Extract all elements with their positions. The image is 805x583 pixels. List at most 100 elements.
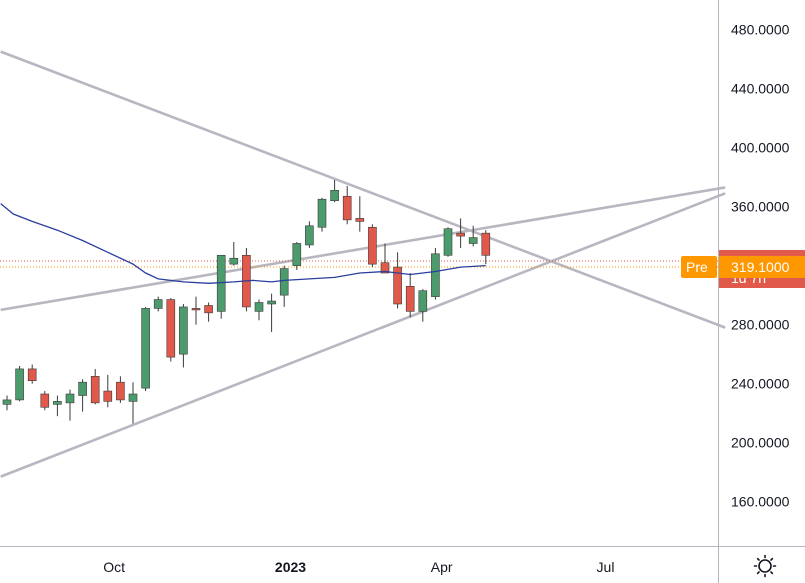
candle-body xyxy=(128,393,138,402)
candle[interactable] xyxy=(481,230,491,265)
x-tick-label: Oct xyxy=(103,559,125,575)
y-axis[interactable]: 480.0000440.0000400.0000360.0000320.0000… xyxy=(731,22,790,510)
candle-body xyxy=(40,393,50,408)
candle-body xyxy=(78,381,87,396)
candle[interactable] xyxy=(267,293,276,333)
candle-body xyxy=(204,305,213,314)
candle-body xyxy=(27,368,37,382)
candle[interactable] xyxy=(2,395,12,411)
candle-body xyxy=(141,308,150,389)
candle-body xyxy=(468,237,478,244)
candle[interactable] xyxy=(456,218,465,248)
candle-body xyxy=(254,302,264,312)
premarket-badge: Pre 319.1000 xyxy=(681,255,805,278)
candle[interactable] xyxy=(405,273,415,318)
premarket-price-label: 319.1000 xyxy=(731,259,790,275)
candle[interactable] xyxy=(418,289,428,322)
premarket-badge-bg xyxy=(719,255,805,278)
trendline-3[interactable] xyxy=(0,192,726,478)
candle-body xyxy=(380,262,390,274)
candle[interactable] xyxy=(179,303,188,368)
candle-body xyxy=(279,268,289,296)
y-tick-label: 480.0000 xyxy=(731,22,790,38)
candle-body xyxy=(443,228,453,256)
candle[interactable] xyxy=(78,379,87,412)
candle-body xyxy=(191,308,201,311)
candle[interactable] xyxy=(393,252,402,309)
candle[interactable] xyxy=(15,365,24,402)
candle[interactable] xyxy=(103,374,113,408)
candle[interactable] xyxy=(242,247,251,312)
candle[interactable] xyxy=(305,221,314,248)
trendline-2[interactable] xyxy=(0,186,726,312)
y-tick-label: 240.0000 xyxy=(731,376,790,392)
y-tick-label: 400.0000 xyxy=(731,140,790,156)
candle[interactable] xyxy=(330,180,339,203)
candle-body xyxy=(292,243,302,266)
candle[interactable] xyxy=(216,254,226,319)
candle-body xyxy=(267,300,276,305)
candle[interactable] xyxy=(116,376,125,403)
y-tick-label: 200.0000 xyxy=(731,435,790,451)
candle[interactable] xyxy=(368,224,377,268)
candle-body xyxy=(456,232,465,237)
candle[interactable] xyxy=(27,364,37,384)
trendline-1[interactable] xyxy=(0,50,726,329)
y-tick-label: 160.0000 xyxy=(731,494,790,510)
candle-body xyxy=(355,218,365,222)
candle[interactable] xyxy=(279,265,289,307)
candle-body xyxy=(405,285,415,312)
candles[interactable] xyxy=(2,180,491,424)
y-tick-label: 280.0000 xyxy=(731,317,790,333)
candle[interactable] xyxy=(90,368,100,405)
candle[interactable] xyxy=(40,391,50,411)
candle[interactable] xyxy=(254,299,264,321)
candle-body xyxy=(166,299,176,358)
candle[interactable] xyxy=(141,306,150,392)
x-axis[interactable]: Oct 2023 Apr Jul xyxy=(103,559,614,575)
candle[interactable] xyxy=(166,298,176,362)
candle-body xyxy=(305,225,314,246)
candle[interactable] xyxy=(204,302,213,322)
candle[interactable] xyxy=(468,225,478,247)
candle[interactable] xyxy=(153,296,163,312)
candle-body xyxy=(393,266,402,305)
candle-body xyxy=(103,390,113,402)
y-tick-label: 360.0000 xyxy=(731,199,790,215)
candle-body xyxy=(418,290,428,312)
candle[interactable] xyxy=(128,382,138,424)
gear-icon[interactable] xyxy=(753,554,777,578)
candle[interactable] xyxy=(229,242,239,266)
candle-body xyxy=(153,299,163,309)
candle[interactable] xyxy=(431,247,440,300)
candle-body xyxy=(481,232,491,256)
candle-body xyxy=(2,399,12,405)
candle[interactable] xyxy=(53,395,62,417)
y-tick-label: 440.0000 xyxy=(731,81,790,97)
premarket-tag: Pre xyxy=(686,259,708,275)
candle[interactable] xyxy=(191,296,201,325)
trendlines[interactable] xyxy=(0,50,726,478)
candle[interactable] xyxy=(292,242,302,271)
candle-body xyxy=(179,306,188,355)
moving-average-line xyxy=(0,203,486,284)
candle-body xyxy=(330,190,339,201)
x-tick-label: Apr xyxy=(431,559,453,575)
candle-body xyxy=(90,375,100,404)
candle[interactable] xyxy=(380,243,390,274)
candle-body xyxy=(15,368,24,401)
candle[interactable] xyxy=(342,185,352,225)
candle-body xyxy=(317,198,327,228)
x-tick-label: 2023 xyxy=(275,559,306,575)
candle[interactable] xyxy=(443,227,453,257)
candle-body xyxy=(65,393,75,404)
candle[interactable] xyxy=(317,197,327,232)
candle[interactable] xyxy=(355,196,365,232)
candle-body xyxy=(229,257,239,265)
premarket-tag-bg xyxy=(681,255,717,278)
candle-body xyxy=(53,401,62,405)
candle-body xyxy=(431,253,440,297)
candle[interactable] xyxy=(65,389,75,421)
candle-body xyxy=(368,226,377,265)
